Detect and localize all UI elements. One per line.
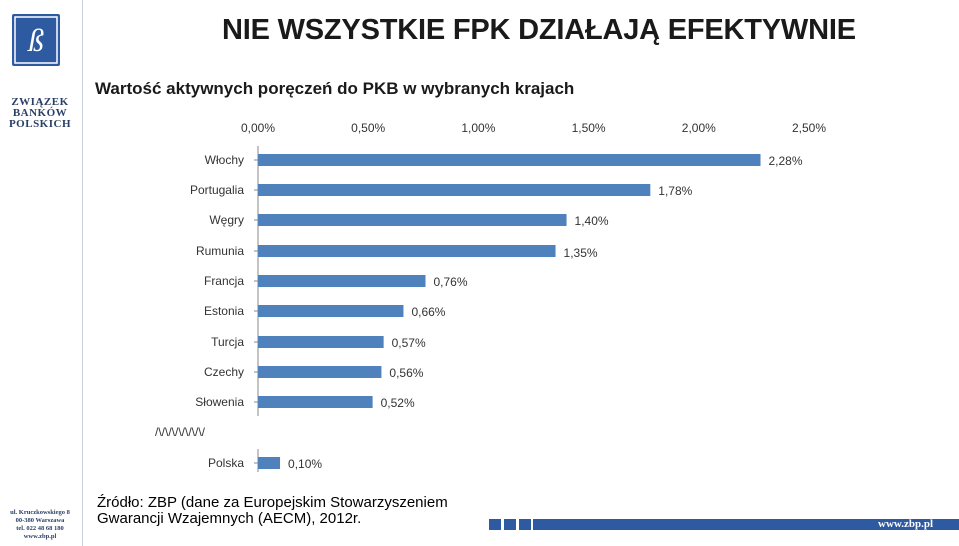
footer-stripe bbox=[533, 519, 959, 530]
x-tick-label: 2,00% bbox=[682, 121, 716, 135]
address-line-1: ul. Kruczkowskiego 8 bbox=[10, 509, 70, 516]
category-label: Czechy bbox=[204, 365, 244, 379]
value-label: 0,56% bbox=[389, 366, 423, 380]
x-tick-label: 0,50% bbox=[351, 121, 385, 135]
category-label: Francja bbox=[204, 274, 244, 288]
category-label: Słowenia bbox=[195, 395, 244, 409]
value-label: 2,28% bbox=[769, 154, 803, 168]
category-label: Rumunia bbox=[196, 244, 244, 258]
value-label: 0,76% bbox=[434, 275, 468, 289]
category-label: Estonia bbox=[204, 304, 244, 318]
org-address: ul. Kruczkowskiego 8 00-380 Warszawa tel… bbox=[0, 509, 80, 541]
category-label: Węgry bbox=[209, 213, 244, 227]
footer-square-2 bbox=[504, 519, 516, 530]
logo-letter: ß bbox=[27, 22, 44, 58]
bar bbox=[258, 457, 281, 469]
bar bbox=[258, 214, 567, 226]
value-label: 1,35% bbox=[564, 246, 598, 260]
value-label: 1,78% bbox=[658, 184, 692, 198]
x-tick-label: 1,00% bbox=[461, 121, 495, 135]
bar bbox=[258, 245, 556, 257]
chart-title: Wartość aktywnych poręczeń do PKB w wybr… bbox=[95, 79, 575, 98]
org-name: ZWIĄZEK BANKÓW POLSKICH bbox=[0, 97, 80, 130]
footer-square-3 bbox=[519, 519, 531, 530]
bar bbox=[258, 396, 373, 408]
category-label: Włochy bbox=[205, 153, 244, 167]
x-tick-label: 0,00% bbox=[241, 121, 275, 135]
category-label: Turcja bbox=[211, 335, 244, 349]
zbp-logo: ß bbox=[12, 14, 60, 66]
value-label: 0,66% bbox=[411, 305, 445, 319]
value-label: 0,10% bbox=[288, 457, 322, 471]
value-label: 0,52% bbox=[381, 396, 415, 410]
address-line-3: tel. 022 48 68 180 bbox=[16, 525, 64, 532]
category-label: Polska bbox=[208, 456, 244, 470]
footer-bar bbox=[489, 519, 959, 530]
footer-square-1 bbox=[489, 519, 501, 530]
category-label: Portugalia bbox=[190, 183, 244, 197]
sidebar: ß ZWIĄZEK BANKÓW POLSKICH ul. Kruczkowsk… bbox=[0, 0, 82, 546]
value-label: 0,57% bbox=[392, 336, 426, 350]
value-label: 1,40% bbox=[575, 214, 609, 228]
address-line-2: 00-380 Warszawa bbox=[15, 517, 65, 524]
org-line-2: BANKÓW bbox=[12, 107, 68, 119]
source-note: Źródło: ZBP (dane za Europejskim Stowarz… bbox=[97, 494, 448, 527]
bar bbox=[258, 305, 404, 317]
sidebar-divider bbox=[82, 0, 83, 546]
page-title: NIE WSZYSTKIE FPK DZIAŁAJĄ EFEKTYWNIE bbox=[222, 14, 856, 46]
axis-break-marker: /\/\/\/\/\/\/\/ bbox=[155, 425, 206, 439]
footer-url: www.zbp.pl bbox=[878, 518, 934, 530]
bar bbox=[258, 184, 651, 196]
bar bbox=[258, 366, 382, 378]
x-tick-label: 2,50% bbox=[792, 121, 826, 135]
bar bbox=[258, 275, 426, 287]
bar bbox=[258, 336, 384, 348]
bar bbox=[258, 154, 761, 166]
org-line-1: ZWIĄZEK bbox=[11, 96, 69, 108]
x-tick-label: 1,50% bbox=[572, 121, 606, 135]
org-line-3: POLSKICH bbox=[8, 118, 72, 130]
address-line-4: www.zbp.pl bbox=[23, 533, 57, 540]
